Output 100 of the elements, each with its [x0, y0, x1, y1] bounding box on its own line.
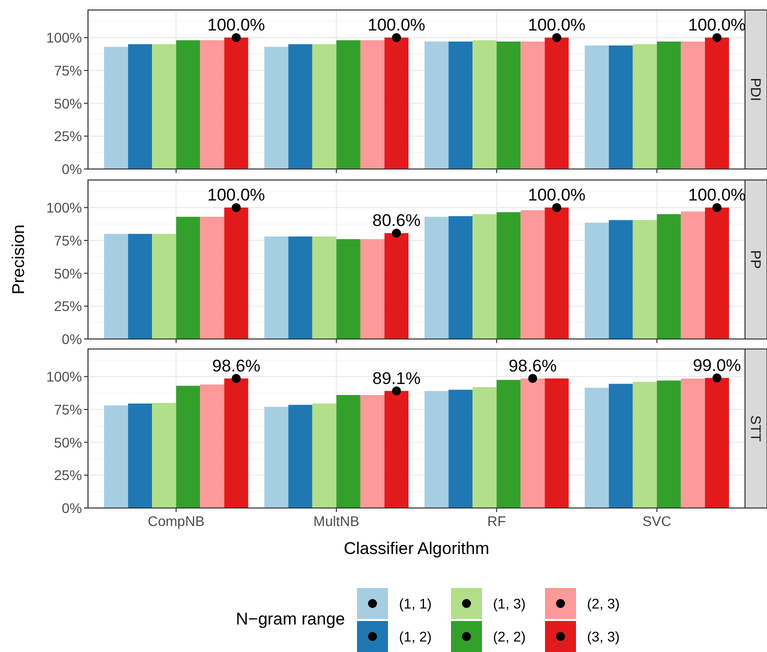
bar [448, 42, 473, 169]
bar [200, 40, 224, 169]
bar [608, 384, 633, 508]
bar [472, 40, 497, 169]
legend-label: (3, 3) [587, 628, 620, 644]
data-label: 100.0% [688, 16, 746, 35]
bar [704, 378, 729, 508]
bar [520, 42, 545, 169]
bar [200, 384, 224, 508]
legend-label: (1, 3) [493, 596, 526, 612]
bar [152, 234, 176, 339]
bar [128, 234, 152, 339]
bar [544, 208, 569, 339]
bar [200, 216, 224, 339]
bar [656, 380, 681, 508]
y-tick-label: 25% [54, 467, 82, 484]
x-tick-label: CompNB [148, 513, 205, 529]
bar [544, 378, 569, 508]
bar [224, 378, 248, 508]
y-axis-title: Precision [9, 224, 28, 294]
bar [336, 40, 360, 169]
y-tick-label: 75% [54, 232, 82, 248]
bar [496, 42, 521, 169]
bar [472, 214, 497, 339]
text: STT [748, 415, 764, 442]
point [392, 386, 401, 396]
y-tick-label: 100% [46, 200, 82, 216]
legend-label: (2, 2) [493, 628, 526, 644]
bar [680, 42, 705, 169]
bar [360, 40, 384, 169]
bar [632, 220, 657, 339]
bar [176, 40, 200, 169]
bar [288, 404, 312, 508]
y-tick-label: 0% [62, 161, 82, 177]
bar [152, 402, 176, 508]
bar [584, 388, 609, 508]
bar [128, 44, 152, 169]
bar [680, 212, 705, 339]
legend-title: N−gram range [236, 610, 345, 628]
bar [584, 222, 609, 339]
bar [128, 404, 152, 508]
x-tick-label: RF [487, 513, 506, 529]
bar [424, 216, 449, 339]
bar [448, 216, 473, 339]
y-tick-label: 75% [54, 62, 82, 78]
bar [312, 404, 336, 508]
data-label: 100.0% [207, 186, 266, 205]
x-tick-label: MultNB [313, 513, 360, 529]
bar [152, 44, 176, 169]
y-tick-label: 100% [46, 368, 82, 385]
legend-label: (2, 3) [587, 596, 620, 612]
bar [520, 210, 545, 339]
y-tick-label: 0% [62, 331, 82, 347]
data-label: 100.0% [368, 16, 426, 35]
y-tick-label: 75% [54, 401, 82, 418]
bar [424, 391, 449, 508]
bar [312, 236, 336, 339]
bar [656, 214, 681, 339]
bar [336, 239, 360, 339]
bar [584, 45, 609, 169]
bar [288, 44, 312, 169]
data-label: 100.0% [528, 16, 586, 35]
data-label: 100.0% [688, 186, 746, 205]
bar [312, 44, 336, 169]
bar [360, 394, 384, 508]
bar [496, 212, 521, 339]
bar [680, 378, 705, 508]
x-tick-label: SVC [642, 513, 672, 529]
data-label: 100.0% [528, 186, 586, 205]
legend-label: (1, 2) [399, 628, 432, 644]
data-label: 80.6% [372, 211, 421, 230]
bar [176, 386, 200, 508]
bar [448, 390, 473, 508]
bar [704, 38, 729, 169]
bar [264, 406, 288, 508]
bar [608, 45, 633, 169]
bar [264, 46, 288, 169]
bar [472, 387, 497, 508]
y-tick-label: 50% [54, 434, 82, 450]
y-tick-label: 50% [54, 265, 82, 282]
bar [176, 216, 200, 339]
y-tick-label: 100% [46, 30, 82, 46]
text: PP [748, 250, 764, 269]
bar [224, 38, 248, 169]
data-label: 99.0% [692, 356, 742, 375]
bar [704, 208, 729, 339]
bar [104, 406, 128, 508]
bar [424, 42, 449, 169]
text: PDI [748, 78, 764, 102]
bar [544, 38, 569, 169]
legend-label: (1, 1) [399, 596, 432, 612]
y-tick-label: 25% [54, 128, 82, 144]
bar [632, 44, 657, 169]
bar [104, 46, 128, 169]
bar [384, 233, 408, 339]
bar [224, 208, 248, 339]
bar [496, 380, 521, 508]
data-label: 100.0% [207, 16, 266, 35]
bar [520, 378, 545, 508]
y-tick-label: 50% [54, 95, 82, 112]
